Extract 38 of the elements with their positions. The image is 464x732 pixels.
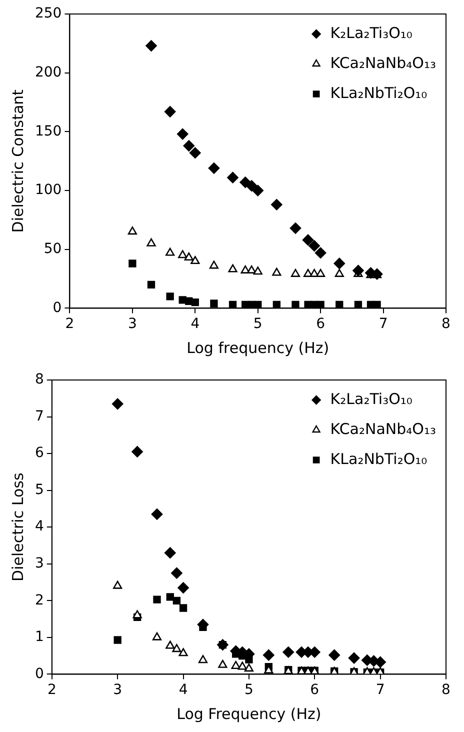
x-tick-label: 6 <box>310 682 320 698</box>
x-axis-title: Log frequency (Hz) <box>186 338 330 357</box>
y-tick-label: 7 <box>34 408 44 424</box>
y-tick-label: 8 <box>34 372 44 388</box>
x-tick-label: 5 <box>244 682 254 698</box>
y-tick-label: 1 <box>34 629 44 646</box>
legend-label: KLa₂NbTi₂O₁₀ <box>330 84 428 102</box>
y-tick-label: 250 <box>34 6 62 22</box>
x-tick-label: 7 <box>376 682 385 698</box>
y-axis-title: Dielectric Loss <box>8 472 27 582</box>
y-axis-title: Dielectric Constant <box>8 89 27 233</box>
y-tick-label: 100 <box>34 182 62 198</box>
y-tick-label: 4 <box>34 518 44 535</box>
legend-label: KCa₂NaNb₄O₁₃ <box>330 54 436 72</box>
x-axis-title: Log Frequency (Hz) <box>176 704 322 723</box>
x-tick-label: 4 <box>190 316 200 332</box>
x-tick-label: 2 <box>65 316 74 332</box>
legend-label: KCa₂NaNb₄O₁₃ <box>330 420 436 438</box>
legend-label: K₂La₂Ti₃O₁₀ <box>330 390 412 408</box>
y-tick-label: 200 <box>34 64 62 80</box>
y-tick-label: 50 <box>44 241 62 257</box>
y-tick-label: 0 <box>34 666 44 682</box>
x-tick-label: 4 <box>178 682 188 698</box>
x-tick-label: 5 <box>253 316 262 332</box>
legend-label: K₂La₂Ti₃O₁₀ <box>330 24 412 42</box>
y-tick-label: 150 <box>34 123 62 140</box>
y-tick-label: 2 <box>34 592 44 608</box>
y-tick-label: 5 <box>34 482 44 498</box>
y-tick-label: 6 <box>34 445 44 462</box>
legend-label: KLa₂NbTi₂O₁₀ <box>330 450 428 468</box>
x-tick-label: 3 <box>113 682 122 698</box>
x-tick-label: 6 <box>316 316 326 332</box>
x-tick-label: 3 <box>128 316 137 332</box>
y-tick-label: 0 <box>52 300 62 316</box>
x-tick-label: 8 <box>442 316 450 332</box>
x-tick-label: 8 <box>442 682 450 698</box>
y-tick-label: 3 <box>34 556 44 572</box>
x-tick-label: 7 <box>378 316 388 332</box>
